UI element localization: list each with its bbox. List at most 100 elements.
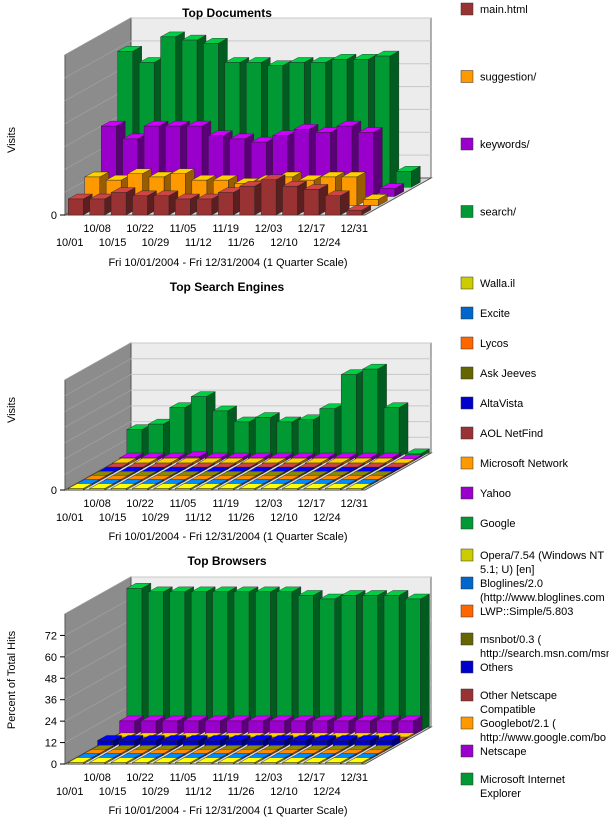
bar <box>276 586 302 732</box>
bar <box>379 183 404 197</box>
x-tick-label: 10/08 <box>83 498 111 510</box>
bar <box>355 715 380 736</box>
x-tick-label: 12/10 <box>270 786 298 798</box>
legend-item: msnbot/0.3 ( http://search.msn.com/msn <box>460 632 609 660</box>
bar <box>89 193 114 216</box>
legend-swatch <box>460 772 474 786</box>
x-tick-label: 11/26 <box>228 237 255 249</box>
bar <box>346 483 371 491</box>
legend-item: Others <box>460 660 514 674</box>
bar <box>175 483 200 491</box>
bar <box>119 715 144 736</box>
bar <box>225 735 251 748</box>
bar <box>325 483 350 491</box>
series-opera-7-54-windows-nt-5-1-u-en <box>68 757 371 765</box>
bar <box>260 174 286 216</box>
legend-swatch <box>460 576 474 590</box>
bar <box>362 363 387 458</box>
y-axis-title: Visits <box>6 396 18 423</box>
bar <box>148 418 173 458</box>
x-tick-label: 11/19 <box>212 498 239 510</box>
y-tick-label: 0 <box>51 210 57 222</box>
gridline <box>64 342 132 381</box>
x-tick-label: 10/01 <box>56 786 84 798</box>
legend-swatch <box>460 632 474 646</box>
legend-item: Bloglines/2.0 (http://www.bloglines.com <box>460 576 605 604</box>
x-tick-label: 12/10 <box>270 237 298 249</box>
x-tick-label: 11/12 <box>185 512 212 524</box>
chart-title: Top Search Engines <box>170 280 285 294</box>
bar <box>239 757 264 765</box>
bar <box>312 715 337 736</box>
legend-item: Microsoft Network <box>460 456 569 470</box>
bar <box>282 180 307 216</box>
x-tick-label: 12/03 <box>255 498 283 510</box>
legend-swatch <box>460 660 474 674</box>
x-tick-label: 10/01 <box>56 237 84 249</box>
gridline <box>64 17 132 56</box>
legend-swatch <box>460 336 474 350</box>
legend-swatch <box>460 366 474 380</box>
bar <box>212 405 237 458</box>
bar <box>126 582 152 732</box>
bar <box>383 402 409 458</box>
legend-item: Walla.il <box>460 276 515 290</box>
bar <box>363 194 388 207</box>
legend-label: Opera/7.54 (Windows NT 5.1; U) [en] <box>480 550 604 576</box>
bar <box>169 586 194 732</box>
bar <box>140 715 166 736</box>
x-tick-label: 10/15 <box>99 786 127 798</box>
bar <box>153 190 179 216</box>
legend-item: main.html <box>460 2 528 16</box>
y-tick-label: 48 <box>45 673 57 685</box>
bar <box>276 416 302 458</box>
x-tick-label: 11/05 <box>169 498 196 510</box>
legend-item: Microsoft Internet Explorer <box>460 772 565 800</box>
bar <box>239 483 264 491</box>
legend-swatch <box>460 516 474 530</box>
x-tick-label: 12/31 <box>341 223 369 235</box>
gridline <box>64 597 132 636</box>
bar <box>226 715 251 736</box>
x-tick-label: 10/15 <box>99 237 127 249</box>
bar <box>183 715 209 736</box>
bar <box>233 586 259 732</box>
bar <box>325 757 350 765</box>
legend-swatch <box>460 137 474 151</box>
bar <box>298 414 323 458</box>
bar <box>153 483 179 491</box>
series-lycos <box>82 474 386 483</box>
bar <box>346 204 371 216</box>
y-tick-label: 0 <box>51 759 57 771</box>
legend-swatch <box>460 70 474 83</box>
bar <box>290 715 316 736</box>
legend-swatch <box>460 426 474 440</box>
y-tick-label: 24 <box>45 716 57 728</box>
x-tick-label: 10/15 <box>99 512 127 524</box>
bar <box>162 715 187 736</box>
bar <box>375 735 401 748</box>
legend-swatch <box>460 306 474 320</box>
legend-label: Others <box>480 662 514 674</box>
bar <box>282 757 307 765</box>
legend-swatch <box>460 716 474 730</box>
legend-label: suggestion/ <box>480 72 537 84</box>
legend-item: Other Netscape Compatible <box>460 688 557 716</box>
top-documents-chart: 0 10/01 10/08 10/15 10/22 10/29 11/05 11/1211/1… <box>6 2 537 269</box>
y-tick-label: 12 <box>45 738 57 750</box>
legend-label: LWP::Simple/5.803 <box>480 606 573 618</box>
legend-label: Microsoft Internet Explorer <box>480 774 565 800</box>
bar <box>239 180 264 216</box>
bar <box>110 187 136 216</box>
x-tick-label: 11/12 <box>185 237 212 249</box>
bar <box>383 590 409 732</box>
legend-swatch <box>460 205 474 218</box>
legend-item: Google <box>460 516 515 530</box>
legend-label: Other Netscape Compatible <box>480 690 557 716</box>
x-tick-label: 10/29 <box>142 512 170 524</box>
bar <box>233 416 259 458</box>
x-tick-label: 12/24 <box>313 512 341 524</box>
y-tick-label: 36 <box>45 695 57 707</box>
legend-label: Microsoft Network <box>480 458 569 470</box>
